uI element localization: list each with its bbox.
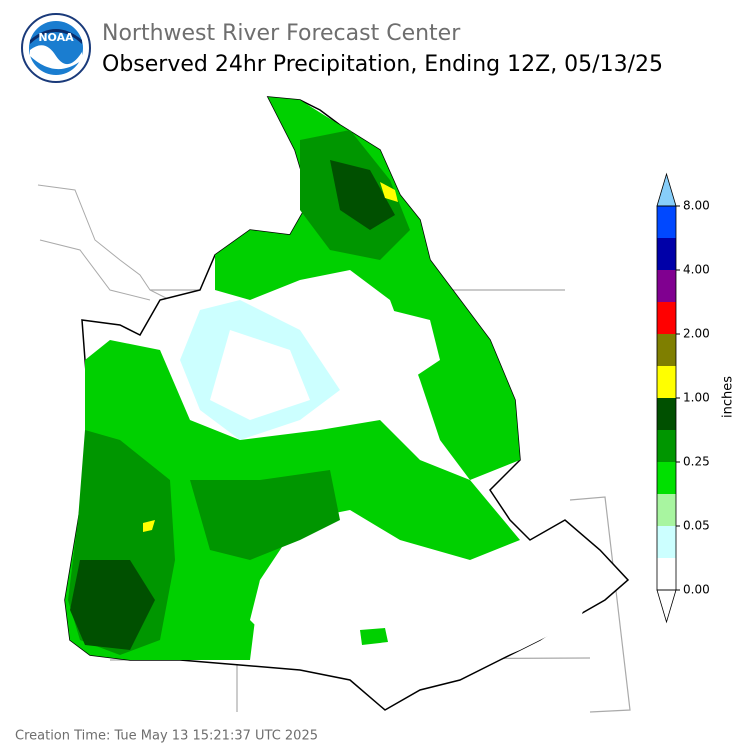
colorbar-segment bbox=[657, 270, 676, 302]
colorbar-segment bbox=[657, 462, 676, 494]
colorbar-segment bbox=[657, 558, 676, 590]
colorbar-label: inches bbox=[721, 376, 736, 418]
map bbox=[37, 96, 631, 713]
colorbar-tick-label: 2.00 bbox=[683, 327, 710, 341]
colorbar-segment bbox=[657, 366, 676, 398]
colorbar-tick-label: 4.00 bbox=[683, 263, 710, 277]
subtitle: Observed 24hr Precipitation, Ending 12Z,… bbox=[102, 52, 663, 77]
colorbar-tick-label: 0.05 bbox=[683, 519, 710, 533]
colorbar-tick-label: 1.00 bbox=[683, 391, 710, 405]
colorbar-segment bbox=[657, 334, 676, 366]
colorbar-segment bbox=[657, 398, 676, 430]
colorbar-tick-label: 0.25 bbox=[683, 455, 710, 469]
colorbar-under bbox=[656, 589, 677, 624]
colorbar-segment bbox=[657, 430, 676, 462]
colorbar-tick-label: 8.00 bbox=[683, 199, 710, 213]
colorbar-over bbox=[656, 172, 677, 207]
colorbar: 0.00 0.05 0.25 1.00 2.00 4.00 8.00 bbox=[656, 172, 710, 624]
creation-time: Creation Time: Tue May 13 15:21:37 UTC 2… bbox=[15, 729, 318, 744]
logo-text: NOAA bbox=[38, 31, 74, 44]
colorbar-tick-label: 0.00 bbox=[683, 583, 710, 597]
colorbar-segment bbox=[657, 238, 676, 270]
colorbar-segment bbox=[657, 526, 676, 558]
colorbar-segment bbox=[657, 494, 676, 526]
logo: NOAA bbox=[21, 13, 91, 83]
title: Northwest River Forecast Center bbox=[102, 21, 461, 46]
colorbar-segment bbox=[657, 302, 676, 334]
colorbar-segment bbox=[657, 206, 676, 238]
